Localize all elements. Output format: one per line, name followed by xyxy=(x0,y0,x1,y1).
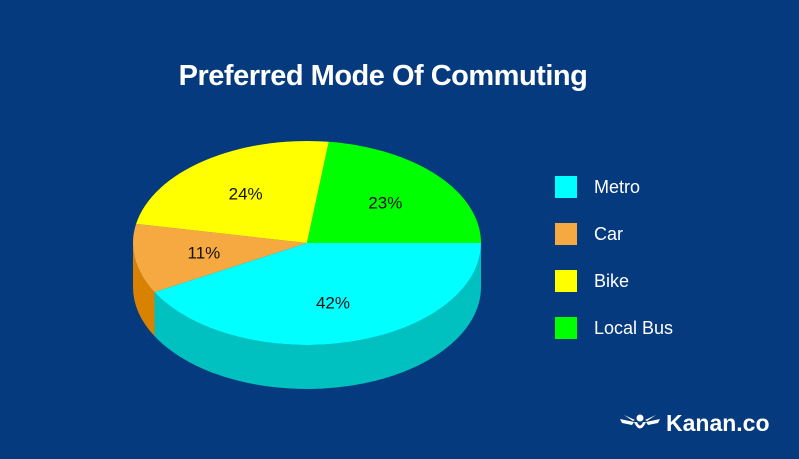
data-label: 11% xyxy=(188,244,221,263)
wings-logo-icon xyxy=(620,414,660,428)
slice-car xyxy=(132,223,307,293)
slice-side xyxy=(154,243,481,389)
legend-label: Bike xyxy=(594,270,630,291)
legend-item: Local Bus xyxy=(555,317,673,339)
legend-swatch xyxy=(555,317,577,339)
legend-swatch xyxy=(555,270,577,292)
legend-swatch xyxy=(555,176,577,198)
kanan-logo: Kanan.co xyxy=(620,410,770,437)
legend-label: Metro xyxy=(594,176,641,197)
legend: Metro Car Bike Local Bus xyxy=(555,176,673,364)
legend-item: Bike xyxy=(555,270,673,292)
slice-side xyxy=(133,243,155,337)
slice-metro xyxy=(154,243,481,345)
slice-bike xyxy=(136,141,329,243)
legend-label: Car xyxy=(594,223,624,244)
legend-item: Metro xyxy=(555,176,673,198)
data-label: 24% xyxy=(229,184,263,203)
logo-text: Kanan.co xyxy=(666,410,770,436)
data-label: 42% xyxy=(316,293,350,312)
legend-swatch xyxy=(555,223,577,245)
chart-title: Preferred Mode Of Commuting xyxy=(178,60,588,92)
slice-local-bus xyxy=(307,141,481,243)
data-label: 23% xyxy=(368,194,402,213)
legend-label: Local Bus xyxy=(594,317,674,338)
legend-item: Car xyxy=(555,223,673,245)
